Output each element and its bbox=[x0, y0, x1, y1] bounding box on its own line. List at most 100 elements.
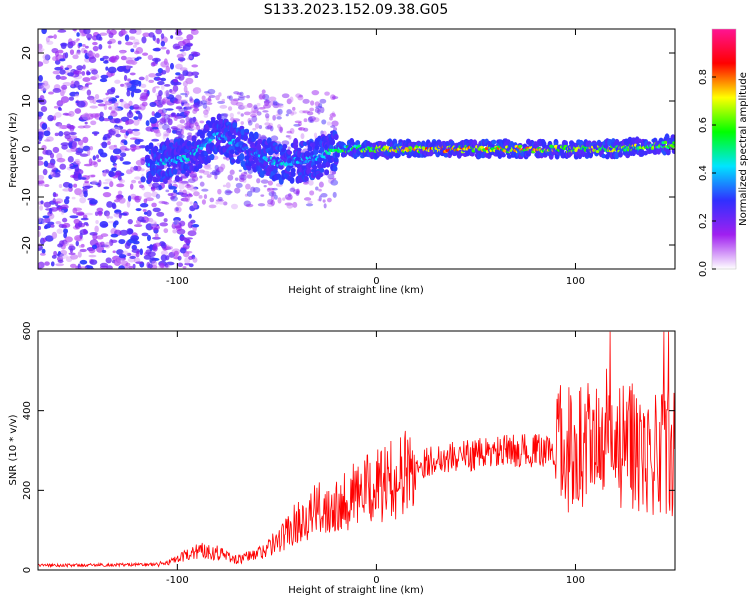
heat-blob bbox=[111, 110, 116, 114]
heat-blob bbox=[209, 153, 215, 161]
heat-blob bbox=[177, 40, 186, 47]
heat-blob bbox=[57, 29, 67, 33]
heat-blob bbox=[166, 49, 170, 55]
heat-blob bbox=[159, 222, 169, 227]
heat-blob bbox=[73, 70, 83, 75]
x-tick-label: -100 bbox=[166, 575, 189, 586]
heat-blob bbox=[189, 117, 196, 124]
heat-blob bbox=[155, 193, 161, 199]
heat-blob bbox=[313, 132, 318, 138]
heat-blob bbox=[106, 201, 114, 208]
heat-blob bbox=[141, 101, 148, 107]
heat-blob bbox=[145, 197, 154, 202]
heat-blob bbox=[189, 96, 193, 102]
heat-blob bbox=[67, 125, 76, 130]
heat-blob bbox=[324, 169, 330, 176]
heat-blob bbox=[302, 98, 310, 104]
heat-blob bbox=[76, 65, 84, 71]
heat-blob bbox=[133, 224, 143, 228]
heat-blob bbox=[120, 30, 128, 35]
heat-blob bbox=[491, 139, 497, 145]
heat-blob bbox=[179, 67, 188, 72]
heat-blob bbox=[173, 78, 179, 83]
heat-blob bbox=[264, 122, 271, 126]
heat-blob bbox=[154, 58, 159, 65]
heat-blob bbox=[68, 183, 73, 189]
heat-blob bbox=[155, 72, 162, 77]
heat-blob bbox=[240, 113, 244, 117]
heat-blob bbox=[282, 197, 286, 201]
heat-blob bbox=[131, 179, 137, 184]
heat-blob bbox=[208, 204, 217, 209]
heat-blob bbox=[89, 259, 98, 265]
heat-blob bbox=[153, 145, 159, 153]
colorbar-ticks: 0.0 0.2 0.4 0.6 0.8 bbox=[698, 69, 716, 277]
heat-blob bbox=[219, 104, 228, 109]
heat-blob bbox=[218, 201, 225, 205]
heat-blob bbox=[105, 138, 112, 142]
heat-blob bbox=[330, 179, 339, 186]
heat-blob bbox=[96, 99, 104, 103]
heat-blob bbox=[148, 142, 154, 150]
heat-blob bbox=[281, 140, 290, 146]
heat-blob bbox=[62, 217, 68, 223]
heat-blob bbox=[86, 33, 93, 40]
heat-blob bbox=[160, 40, 166, 47]
colorbar-tick-label: 0.8 bbox=[698, 69, 709, 85]
heat-blob bbox=[147, 54, 154, 61]
heat-blob bbox=[123, 74, 128, 82]
heat-blob bbox=[172, 168, 178, 175]
heat-blob bbox=[156, 94, 162, 102]
heat-blob bbox=[116, 125, 124, 130]
heat-blob bbox=[120, 55, 127, 61]
heat-blob bbox=[56, 253, 64, 257]
heat-blob bbox=[58, 184, 63, 189]
heat-blob bbox=[38, 75, 43, 82]
heat-blob bbox=[94, 225, 99, 233]
heat-blob bbox=[244, 146, 249, 150]
heat-blob bbox=[52, 146, 60, 154]
heat-blob bbox=[45, 235, 54, 242]
heat-blob bbox=[131, 148, 136, 152]
heat-blob bbox=[333, 133, 339, 141]
heat-blob bbox=[108, 106, 113, 110]
heat-blob bbox=[77, 212, 85, 216]
heat-blob bbox=[68, 110, 75, 117]
heat-blob bbox=[122, 161, 131, 165]
heat-blob bbox=[125, 64, 130, 70]
heat-blob bbox=[192, 256, 198, 263]
heat-blob bbox=[58, 206, 62, 212]
heat-blob bbox=[107, 115, 114, 120]
heat-blob bbox=[99, 262, 109, 268]
heat-blob bbox=[90, 76, 97, 81]
heat-blob bbox=[139, 248, 143, 256]
heat-blob bbox=[292, 106, 296, 111]
heat-blob bbox=[274, 194, 278, 200]
colorbar-bar bbox=[712, 29, 736, 269]
heat-blob bbox=[174, 76, 182, 79]
heat-blob bbox=[93, 132, 98, 137]
heat-blob bbox=[672, 141, 675, 145]
heat-blob bbox=[115, 95, 120, 99]
heat-blob bbox=[319, 106, 325, 114]
heat-blob bbox=[329, 116, 333, 121]
heat-blob bbox=[106, 212, 110, 219]
heat-blob bbox=[107, 66, 117, 74]
heat-blob bbox=[63, 232, 68, 239]
heat-blob bbox=[201, 95, 206, 101]
heat-blob bbox=[102, 181, 109, 185]
heat-blob bbox=[180, 99, 189, 103]
heat-blob bbox=[318, 172, 324, 178]
heat-blob bbox=[68, 245, 76, 251]
heat-blob bbox=[102, 170, 108, 173]
heat-blob bbox=[173, 81, 182, 86]
heat-blob bbox=[41, 29, 47, 35]
heat-blob bbox=[290, 111, 295, 116]
heat-blob bbox=[115, 133, 121, 138]
heat-blob bbox=[113, 102, 119, 107]
heat-blob bbox=[61, 84, 68, 90]
heat-blob bbox=[73, 207, 83, 212]
heat-blob bbox=[142, 32, 151, 37]
heat-blob bbox=[84, 121, 88, 125]
